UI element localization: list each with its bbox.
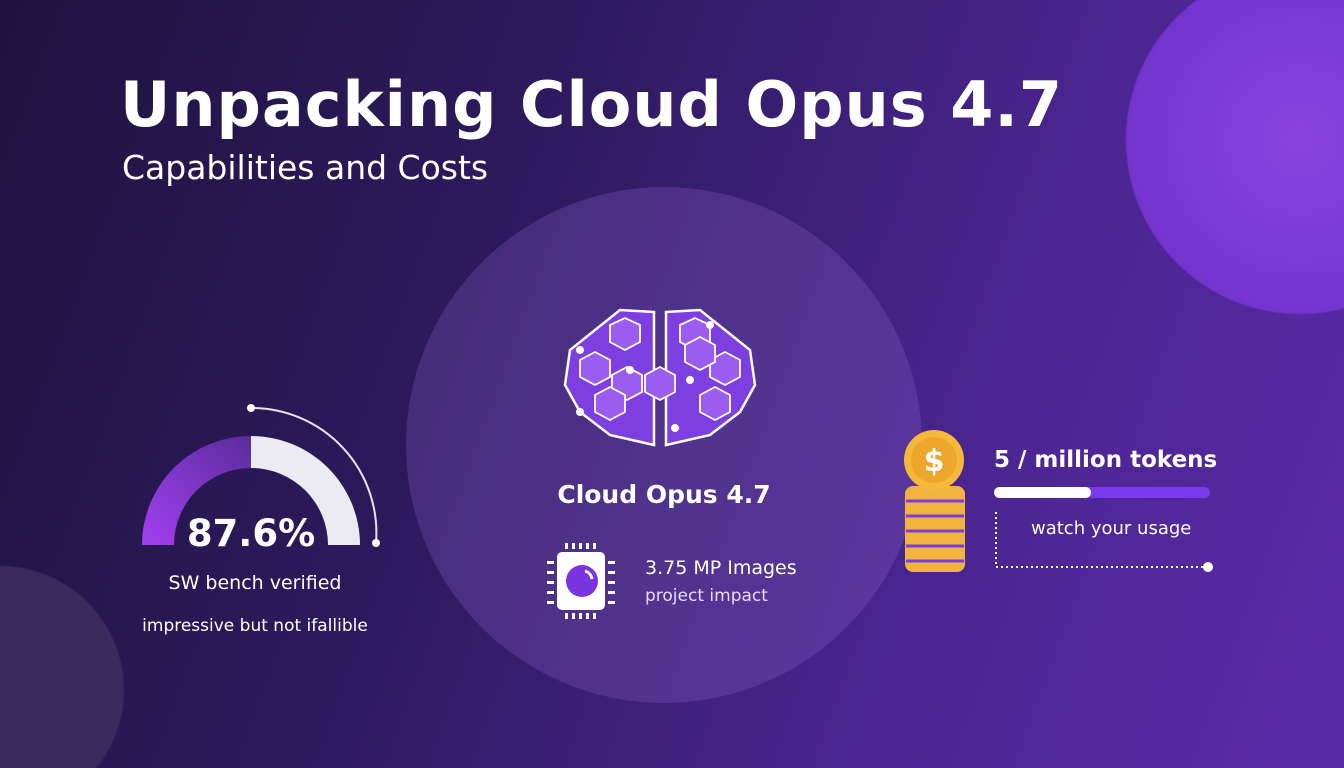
dollar-icon: $ [924, 444, 945, 479]
decor-circle-bottom-left [0, 565, 125, 768]
benchmark-value: 87.6% [186, 512, 316, 555]
gauge-filled-arc [142, 436, 251, 545]
gauge-outer-line [250, 406, 378, 544]
gauge [142, 404, 380, 547]
usage-note: watch your usage [1031, 518, 1192, 539]
brain-icon [563, 308, 757, 447]
model-name: Cloud Opus 4.7 [557, 480, 771, 509]
image-stat: 3.75 MP Images [645, 557, 797, 579]
coin-stack-icon: $ [904, 430, 965, 572]
center-circle [406, 187, 922, 703]
benchmark-label: SW bench verified [168, 572, 342, 594]
usage-progress-bar [994, 487, 1210, 498]
token-price: 5 / million tokens [994, 447, 1218, 473]
page-title: Unpacking Cloud Opus 4.7 [120, 68, 1064, 141]
gauge-remaining-arc [251, 436, 360, 545]
page-subtitle: Capabilities and Costs [122, 148, 489, 187]
connector-dotted-line [995, 512, 1213, 572]
benchmark-note: impressive but not ifallible [142, 616, 368, 636]
usage-progress-fill [994, 487, 1092, 498]
image-note: project impact [645, 586, 768, 606]
decor-circle-top-right [1125, 0, 1344, 315]
chip-icon [547, 543, 615, 619]
